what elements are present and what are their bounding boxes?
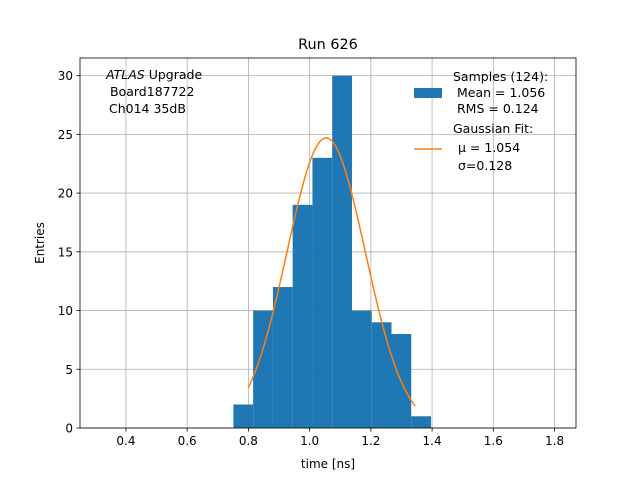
gaussian-fit-line [247, 137, 416, 407]
y-tick-label: 10 [58, 304, 73, 318]
x-tick-label: 1.8 [545, 434, 564, 448]
y-axis-label: Entries [33, 222, 47, 264]
annotation-experiment-line: ATLAS Upgrade [105, 67, 202, 82]
x-tick-label: 0.6 [178, 434, 197, 448]
y-tick-label: 25 [58, 128, 73, 142]
histogram-bar [371, 322, 392, 428]
annotation-channel: Ch014 35dB [109, 101, 186, 116]
legend-hist-line: Samples (124): [453, 69, 548, 84]
y-tick-label: 30 [58, 69, 73, 83]
x-tick-label: 1.4 [423, 434, 442, 448]
histogram-bar [351, 310, 372, 428]
x-tick-label: 1.0 [300, 434, 319, 448]
histogram-bar [332, 75, 352, 428]
legend-fit-line: σ=0.128 [458, 158, 512, 173]
histogram-bar [253, 310, 273, 428]
legend-fit-line: μ = 1.054 [458, 140, 520, 155]
histogram-bar [292, 204, 313, 428]
y-tick-label: 15 [58, 245, 73, 259]
chart-title: Run 626 [298, 37, 358, 53]
plot-frame [79, 57, 577, 429]
x-tick-label: 0.4 [116, 434, 135, 448]
y-tick-label: 20 [58, 187, 73, 201]
annotation-experiment-suffix: Upgrade [145, 67, 203, 82]
x-tick-label: 1.6 [484, 434, 503, 448]
histogram-bars [233, 75, 432, 429]
histogram-bar [272, 287, 293, 428]
histogram-bar [233, 404, 254, 428]
x-axis-ticks: 0.4 0.6 0.8 1.0 1.2 1.4 1.6 1.8 [116, 428, 564, 448]
histogram-bar [312, 157, 333, 429]
legend-hist-line: RMS = 0.124 [457, 101, 539, 116]
annotation-board: Board187722 [110, 84, 194, 99]
y-tick-label: 5 [65, 363, 73, 377]
x-tick-label: 1.2 [361, 434, 380, 448]
legend-hist-line: Mean = 1.056 [457, 85, 545, 100]
run-info-annotation: ATLAS Upgrade Board187722 Ch014 35dB [105, 67, 202, 116]
annotation-experiment: ATLAS [105, 67, 145, 82]
x-axis-label: time [ns] [301, 457, 355, 471]
x-tick-label: 0.8 [239, 434, 258, 448]
histogram-bar [411, 416, 432, 428]
legend-hist-swatch [414, 88, 442, 98]
y-tick-label: 0 [65, 422, 73, 436]
y-axis-ticks: 0 5 10 15 20 25 30 [58, 69, 80, 436]
legend-fit-line: Gaussian Fit: [453, 121, 533, 136]
